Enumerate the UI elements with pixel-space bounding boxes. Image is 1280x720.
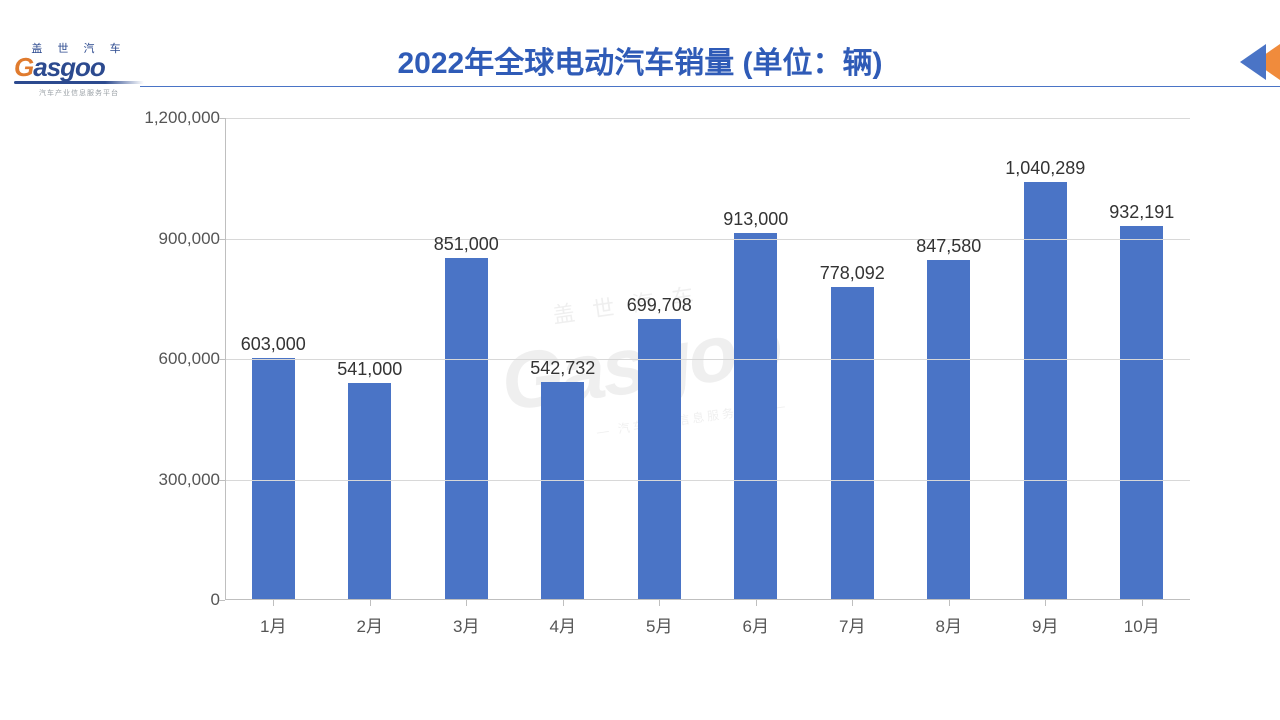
bar-value-label: 699,708 (627, 295, 692, 316)
y-tick-mark (219, 480, 225, 481)
y-tick-label: 1,200,000 (140, 108, 220, 128)
corner-decoration (1230, 44, 1280, 80)
bar-value-label: 913,000 (723, 209, 788, 230)
x-tick-mark (852, 600, 853, 606)
bar-value-label: 603,000 (241, 334, 306, 355)
x-tick-mark (1142, 600, 1143, 606)
bar (1024, 182, 1067, 600)
x-tick-mark (949, 600, 950, 606)
x-tick-mark (370, 600, 371, 606)
y-axis (225, 118, 226, 600)
x-tick-label: 10月 (1124, 612, 1160, 637)
bar-chart: 0 300,000 600,000 900,000 1,200,000 1月 2月 3月 4月… (140, 110, 1200, 650)
bar (831, 287, 874, 600)
x-tick-label: 1月 (260, 612, 286, 637)
bar-value-label: 847,580 (916, 236, 981, 257)
x-tick-mark (466, 600, 467, 606)
bar-value-label: 932,191 (1109, 202, 1174, 223)
x-tick-label: 7月 (839, 612, 865, 637)
x-tick-mark (1045, 600, 1046, 606)
bar-value-label: 778,092 (820, 263, 885, 284)
y-tick-label: 300,000 (140, 470, 220, 490)
title-underline (140, 86, 1280, 87)
gridline (225, 239, 1190, 240)
x-tick-mark (756, 600, 757, 606)
bar (348, 383, 391, 600)
x-tick-label: 9月 (1032, 612, 1058, 637)
y-tick-mark (219, 118, 225, 119)
bar-value-label: 1,040,289 (1005, 158, 1085, 179)
logo-sub-text: 汽车产业信息服务平台 (14, 88, 144, 98)
x-tick-label: 4月 (550, 612, 576, 637)
bar (638, 319, 681, 600)
bar (541, 382, 584, 600)
y-tick-label: 0 (140, 590, 220, 610)
bar-value-label: 851,000 (434, 234, 499, 255)
bar-value-label: 542,732 (530, 358, 595, 379)
x-tick-label: 8月 (936, 612, 962, 637)
y-tick-label: 900,000 (140, 229, 220, 249)
bar (1120, 226, 1163, 600)
x-tick-label: 2月 (357, 612, 383, 637)
bar-value-label: 541,000 (337, 359, 402, 380)
y-tick-mark (219, 600, 225, 601)
x-tick-label: 3月 (453, 612, 479, 637)
x-tick-label: 5月 (646, 612, 672, 637)
x-tick-mark (659, 600, 660, 606)
x-tick-label: 6月 (743, 612, 769, 637)
y-tick-mark (219, 359, 225, 360)
y-tick-mark (219, 239, 225, 240)
bar (734, 233, 777, 600)
x-tick-mark (273, 600, 274, 606)
gridline (225, 480, 1190, 481)
gridline (225, 118, 1190, 119)
chart-title: 2022年全球电动汽车销量 (单位：辆) (0, 38, 1280, 82)
bar (445, 258, 488, 600)
bar (927, 260, 970, 600)
corner-arrow-front-icon (1240, 44, 1266, 80)
x-tick-mark (563, 600, 564, 606)
y-tick-label: 600,000 (140, 349, 220, 369)
